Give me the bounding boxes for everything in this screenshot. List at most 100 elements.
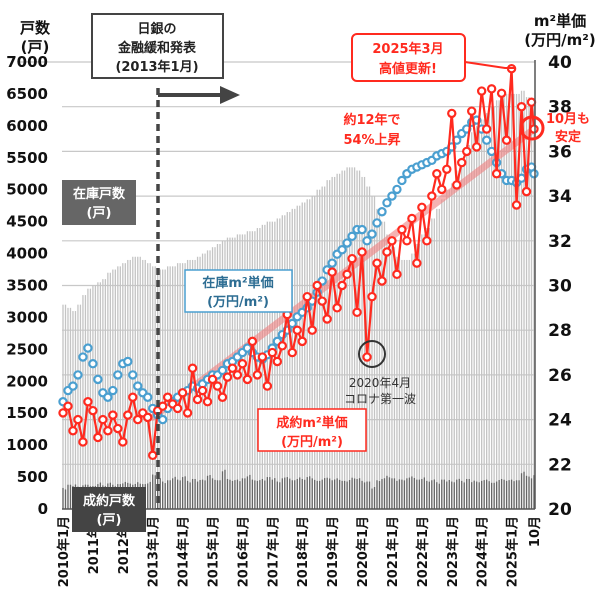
sold-count-bar [525,475,528,509]
sold-count-bar [356,478,358,509]
inventory-count-bar [92,285,94,509]
inventory-count-bar [351,167,353,509]
sold-count-bar [181,477,184,509]
inventory-count-bar [426,228,428,509]
sold-price-point [197,385,208,396]
sold-price-point [476,86,487,96]
sold-count-bar [199,480,201,509]
inventory-count-bar [74,311,77,509]
inventory-count-bar [174,266,176,509]
left-tick-label: 1500 [6,404,48,422]
sold-count-bar [167,480,169,509]
sold-count-bar [329,478,331,509]
sold-count-bar [224,469,226,509]
sold-count-bar [154,475,156,509]
inventory-count-bar [515,93,518,509]
right-tick-label: 34 [548,187,572,207]
sold-price-point [143,412,153,423]
inventory-count-bar [368,186,371,509]
sold-price-point [486,84,497,94]
x-tick-label: 2014年1月 [176,516,192,587]
inventory-price-point [113,370,123,380]
x-tick-label: 2019年1月 [325,516,341,587]
inventory-count-bar [186,259,189,509]
sold-price-point [192,394,203,405]
inventory-count-bar [119,266,121,509]
oct-highlight-circle [519,115,545,141]
inventory-count-bar [436,208,438,509]
inventory-count-bar [490,106,493,509]
sold-price-point [342,269,352,280]
sold-count-bar [338,479,341,509]
sold-count-bar [291,480,293,509]
inventory-count-bar [172,266,174,509]
sold-count-bar [189,482,191,509]
left-axis-unit: (戸) [21,38,50,56]
sold-count-bar [478,482,480,509]
sold-price-point [307,325,317,335]
sold-count-bar [505,480,508,509]
boj-text-1: 日銀の [137,21,176,37]
sold-count-bar [471,482,473,509]
right-tick-label: 20 [548,500,572,520]
sold-count-bar [157,478,159,509]
right-tick-label: 38 [548,98,572,118]
sold-price-point [357,247,367,257]
inventory-price-point [529,169,539,179]
sold-price-point [526,97,537,107]
inventory-price-point [128,370,138,380]
sold-count-bar [476,481,478,509]
sold-price-point [98,414,108,425]
inventory-count-bar [403,259,406,509]
inventory-count-bar [179,263,181,509]
sold-price-point [128,392,138,402]
sold-count-bar [284,477,286,509]
inventory-count-bar [281,215,283,509]
sold-count-bar [309,476,311,509]
sold-count-bar [383,478,386,509]
sold-count-bar [378,481,381,509]
sold-count-bar [436,482,438,509]
sold-count-bar [473,480,475,509]
inventory-count-bar [421,234,423,509]
sold-count-bar [453,482,455,509]
sold-price-point [496,88,507,98]
sold-price-point [202,397,213,407]
sold-count-bar [251,479,254,509]
inventory-count-bar [117,266,119,509]
inventory-price-point [103,392,113,402]
sold-price-point [302,291,312,302]
inventory-count-bar [338,173,341,509]
sold-price-point [242,374,253,385]
inventory-price-point [337,245,347,255]
inventory-count-bar [523,90,525,509]
sold-price-point [447,108,457,119]
sold-count-bar [229,479,231,509]
sold-price-point [237,359,248,369]
x-tick-label: 2024年1月 [475,516,491,587]
sold-price-point [362,352,372,362]
sold-count-bar [62,487,64,509]
inventory-count-bar [530,100,533,510]
sold-price-point [123,410,133,420]
sold-price-point [442,164,452,174]
inventory-count-bar [169,266,171,509]
sold-count-bar [451,481,453,509]
inventory-count-bar [383,221,386,509]
sold-count-bar [306,477,308,509]
sold-price-point [352,307,362,318]
sold-count-bar [159,478,161,509]
inventory-count-bar [246,231,249,509]
inventory-count-bar [418,243,421,509]
sold-price-unit: (万円/m²) [281,435,343,450]
inventory-count-bar [129,259,131,509]
sold-count-bar [441,479,443,509]
sold-count-bar [488,481,490,509]
inventory-count-bar [503,97,505,509]
sold-count-label: 成約戸数 [83,493,136,509]
inventory-count-bar [528,97,530,509]
sold-price-point [118,437,128,447]
sold-count-bar [314,479,316,509]
sold-count-bar [523,471,525,509]
